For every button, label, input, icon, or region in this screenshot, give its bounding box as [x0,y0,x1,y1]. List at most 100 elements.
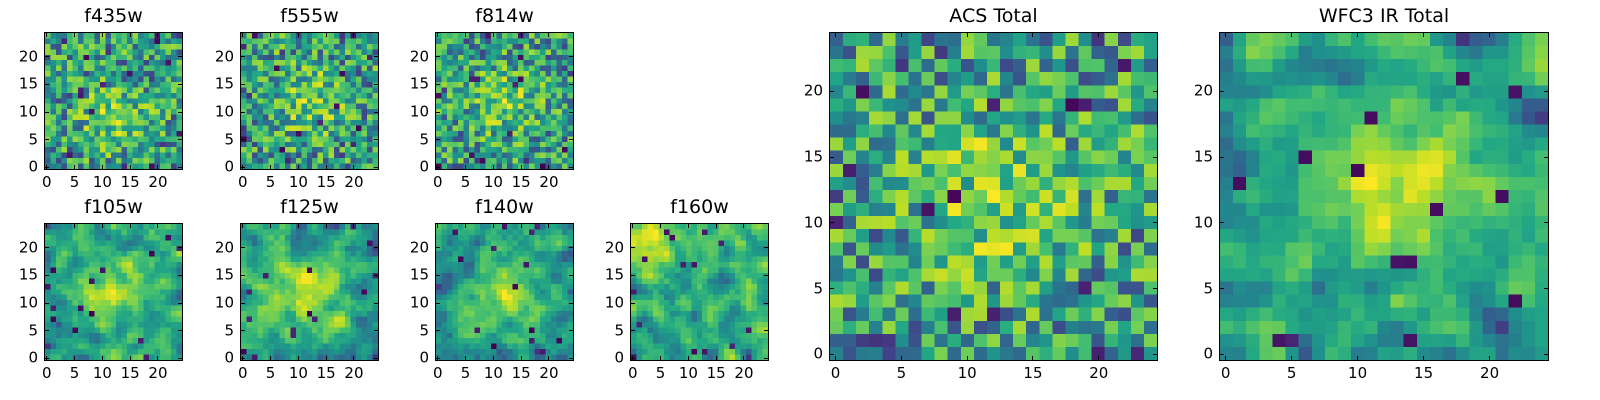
y-tick-label: 0 [224,348,234,367]
y-tick-mark-right [178,111,183,113]
x-tick-label: 15 [120,173,140,191]
heatmap-panel-6: f160w 0 5 10 15 20 0 5 10 15 20 [605,196,769,381]
x-tick-mark [297,165,299,170]
y-tick-mark-right [569,166,574,168]
x-tick-label: 15 [1414,364,1434,382]
x-tick-mark-top [1032,32,1034,37]
x-tick-label: 0 [627,364,638,382]
y-tick-label: 10 [214,102,234,121]
x-tick-mark [520,165,522,170]
x-tick-mark [129,356,131,361]
y-tick-mark-right [374,274,379,276]
y-tick-mark-right [1544,90,1549,92]
y-tick-mark-right [764,302,769,304]
x-tick-mark-top [1291,32,1293,37]
y-tick-label: 20 [803,81,823,100]
x-tick-mark [465,356,467,361]
y-tick-mark [1219,222,1224,224]
y-tick-label: 5 [1203,279,1213,298]
x-tick-label: 15 [511,364,531,382]
x-tick-label: 0 [237,173,248,191]
y-tick-mark [44,330,49,332]
heatmap-image [44,223,183,361]
x-tick-mark-top [715,223,717,228]
x-tick-label: 10 [483,364,503,382]
y-tick-mark [44,56,49,58]
x-tick-mark-top [1423,32,1425,37]
x-tick-mark-top [437,223,439,228]
x-tick-mark [101,165,103,170]
heatmap-panel-0: f435w 0 5 10 15 20 0 5 10 15 20 [19,5,183,190]
y-tick-mark [1219,353,1224,355]
heatmap-panel-3: f105w 0 5 10 15 20 0 5 10 15 20 [19,196,183,381]
y-tick-mark-right [374,247,379,249]
y-tick-label: 5 [28,130,38,149]
y-tick-mark [435,247,440,249]
y-tick-mark [44,166,49,168]
x-tick-label: 15 [706,364,726,382]
x-tick-mark-top [520,223,522,228]
y-tick-mark-right [178,357,183,359]
x-tick-mark-top [270,223,272,228]
y-tick-label: 0 [419,348,429,367]
x-tick-label: 5 [1286,364,1297,382]
x-tick-mark [325,356,327,361]
x-tick-mark [743,356,745,361]
y-tick-mark [435,83,440,85]
x-tick-mark [900,356,902,361]
y-tick-mark [240,247,245,249]
x-tick-mark-top [242,223,244,228]
y-tick-label: 5 [614,321,624,340]
x-tick-mark [835,356,837,361]
x-tick-mark [270,165,272,170]
x-tick-mark-top [157,223,159,228]
x-tick-mark-top [548,223,550,228]
y-tick-mark-right [1153,353,1158,355]
x-tick-label: 20 [539,173,559,191]
x-tick-mark-top [437,32,439,37]
x-tick-label: 0 [830,364,841,382]
heatmap-panel-8: WFC3 IR Total 0 5 10 15 20 0 5 10 15 20 [1194,5,1549,381]
x-tick-label: 0 [237,364,248,382]
x-tick-label: 5 [460,364,471,382]
x-tick-label: 5 [69,364,80,382]
y-tick-mark-right [178,302,183,304]
x-tick-label: 10 [483,173,503,191]
y-tick-mark [44,302,49,304]
y-tick-mark [240,139,245,141]
y-tick-mark-right [764,357,769,359]
x-tick-label: 15 [120,364,140,382]
x-tick-label: 20 [344,173,364,191]
y-tick-label: 5 [224,321,234,340]
x-tick-mark [74,165,76,170]
y-tick-label: 15 [214,74,234,93]
y-tick-mark [44,247,49,249]
heatmap-image [435,32,574,170]
y-tick-mark [829,90,834,92]
x-tick-label: 5 [655,364,666,382]
y-tick-mark-right [1153,288,1158,290]
heatmap-panel-1: f555w 0 5 10 15 20 0 5 10 15 20 [215,5,379,190]
y-tick-label: 10 [409,293,429,312]
x-tick-mark [353,356,355,361]
y-tick-mark-right [569,247,574,249]
y-tick-mark-right [764,247,769,249]
x-tick-mark-top [1225,32,1227,37]
y-tick-label: 5 [419,321,429,340]
x-tick-mark-top [1357,32,1359,37]
x-tick-mark [520,356,522,361]
x-tick-label: 0 [432,173,443,191]
y-tick-mark-right [569,274,574,276]
x-tick-mark [74,356,76,361]
y-tick-mark-right [569,83,574,85]
x-tick-label: 10 [678,364,698,382]
x-tick-mark-top [492,223,494,228]
heatmap-cells [241,224,378,360]
y-tick-mark [240,111,245,113]
x-tick-mark-top [129,32,131,37]
y-tick-label: 0 [813,344,823,363]
y-tick-mark [435,302,440,304]
y-tick-mark [1219,156,1224,158]
panel-title: f435w [84,5,143,27]
x-tick-mark-top [900,32,902,37]
